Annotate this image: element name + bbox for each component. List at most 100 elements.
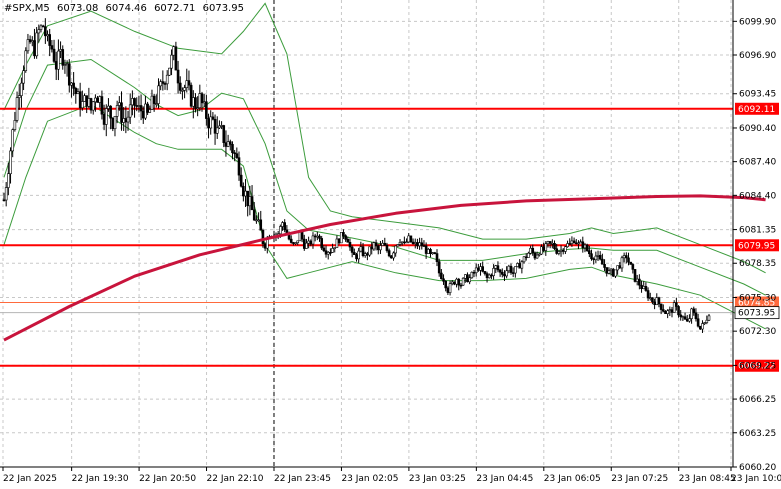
candle-body: [218, 125, 221, 129]
candle-body: [500, 271, 504, 275]
candle-body: [424, 245, 428, 254]
candle-body: [37, 29, 41, 34]
candle-body: [192, 97, 195, 107]
candle-body: [638, 278, 641, 286]
candle-body: [685, 318, 689, 322]
candle-body: [542, 246, 545, 251]
candle-body: [200, 93, 204, 104]
candle-body: [333, 247, 337, 249]
candle-body: [109, 105, 112, 119]
candle-body: [588, 250, 591, 255]
candle-body: [400, 241, 404, 244]
candle-body: [503, 274, 506, 277]
candle-body: [479, 266, 482, 271]
candle-body: [459, 284, 463, 287]
candle-body: [87, 98, 91, 107]
candle-body: [24, 50, 28, 71]
candle-body: [494, 265, 498, 269]
candle-body: [677, 306, 680, 316]
y-tick-label: 6099.90: [739, 17, 776, 27]
candle-body: [361, 246, 365, 256]
candle-body: [363, 253, 367, 256]
candle-body: [181, 90, 184, 92]
candle-body: [416, 242, 419, 247]
candle-body: [455, 278, 458, 285]
candle-body: [107, 105, 110, 109]
candle-body: [320, 238, 323, 249]
y-tick-label: 6075.30: [739, 293, 776, 303]
candle-body: [355, 254, 358, 260]
candle-body: [85, 95, 88, 107]
candle-body: [205, 101, 208, 119]
price-axis: 6099.90 6096.90 6093.45 6090.40 6087.40 6084.…: [733, 17, 776, 473]
candle-body: [470, 271, 474, 279]
candle-body: [383, 242, 387, 246]
candle-body: [335, 238, 339, 248]
x-tick-label: 23 Jan 07:25: [611, 474, 668, 484]
candle-body: [65, 63, 69, 65]
candle-body: [242, 185, 245, 197]
candle-body: [392, 252, 395, 259]
candle-body: [413, 242, 417, 244]
x-tick-label: 23 Jan 04:45: [476, 474, 533, 484]
y-tick-label: 6072.30: [739, 327, 776, 337]
candle-body: [211, 116, 215, 120]
candle-body: [585, 244, 589, 251]
candle-body: [89, 98, 93, 111]
candle-body: [213, 118, 217, 134]
candle-body: [596, 255, 600, 257]
candle-body: [477, 267, 480, 271]
candle-body: [255, 219, 258, 222]
candle-body: [581, 241, 585, 249]
candle-body: [609, 268, 613, 271]
time-axis: 22 Jan 2025 22 Jan 19:30 22 Jan 20:50 22 Ja…: [2, 467, 781, 484]
candle-body: [124, 118, 128, 123]
level-label: 6069.22: [738, 362, 775, 372]
candle-body: [440, 272, 443, 280]
candle-body: [235, 153, 239, 158]
candle-body: [662, 309, 665, 312]
candle-body: [701, 323, 704, 330]
candle-body: [279, 226, 282, 235]
candle-body: [81, 101, 84, 109]
candle-body: [244, 190, 247, 197]
candle-body: [635, 278, 639, 282]
candle-body: [372, 242, 376, 250]
candle-body: [703, 322, 706, 324]
candle-body: [324, 250, 328, 255]
y-tick-label: 6063.25: [739, 429, 776, 439]
candle-body: [57, 50, 60, 70]
candle-body: [370, 246, 374, 250]
candle-body: [337, 238, 341, 244]
candle-body: [185, 80, 189, 89]
candle-body: [696, 318, 700, 327]
candle-body: [646, 290, 650, 299]
candle-body: [366, 253, 369, 256]
candle-body: [128, 104, 132, 118]
candle-body: [326, 252, 330, 255]
candle-body: [172, 46, 176, 56]
candle-body: [329, 252, 332, 254]
candle-body: [252, 209, 256, 221]
candle-body: [102, 113, 106, 125]
candle-body: [629, 261, 632, 265]
candle-body: [178, 82, 182, 91]
candle-body: [346, 238, 350, 243]
candle-body: [250, 196, 254, 211]
candle-body: [466, 274, 469, 283]
candle-body: [468, 277, 471, 283]
candle-body: [559, 249, 563, 252]
candle-body: [228, 141, 232, 145]
candle-body: [72, 82, 75, 89]
candle-body: [409, 235, 413, 243]
open-value: 6073.08: [56, 3, 99, 14]
candle-body: [614, 269, 617, 277]
candle-body: [198, 93, 202, 109]
candle-body: [67, 63, 71, 86]
candle-body: [248, 196, 252, 207]
candle-body: [420, 242, 424, 246]
candle-body: [135, 105, 139, 107]
candle-body: [553, 243, 556, 250]
candle-body: [522, 256, 526, 263]
